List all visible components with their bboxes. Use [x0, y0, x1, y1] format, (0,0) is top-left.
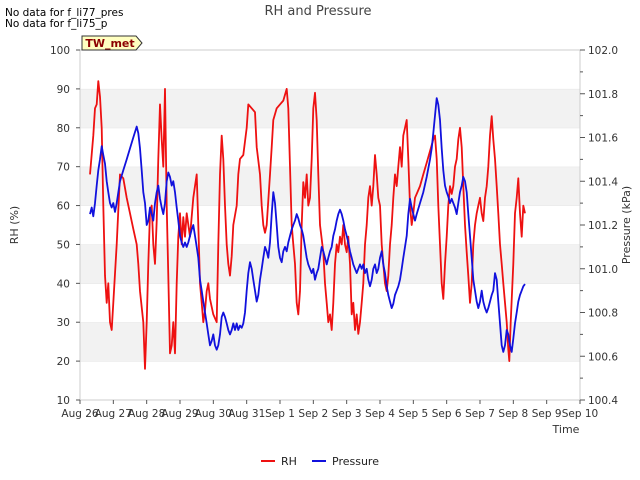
legend-label-pressure: Pressure	[332, 455, 379, 468]
y-tick-label: 70	[57, 162, 70, 174]
y2-tick-label: 101.0	[588, 264, 618, 276]
series-line-rh	[89, 80, 526, 370]
y-tick-label: 100	[50, 45, 70, 57]
y-tick-label: 10	[57, 395, 70, 407]
x-tick-label: Sep 3	[332, 408, 362, 420]
chart-title: RH and Pressure	[264, 4, 371, 19]
badge-label: TW_met	[85, 37, 134, 50]
x-tick-label: Sep 5	[398, 408, 428, 420]
y-axis-title: RH (%)	[8, 206, 21, 244]
grid-band	[80, 322, 580, 362]
x-tick-label: Sep 9	[532, 408, 562, 420]
y-tick-label: 50	[57, 239, 70, 251]
y2-tick-label: 101.6	[588, 133, 618, 145]
y-tick-label: 30	[57, 317, 70, 329]
x-tick-label: Sep 2	[298, 408, 328, 420]
no-data-note-2: No data for f_li75_p	[5, 18, 108, 30]
grid-band	[80, 127, 580, 167]
x-tick-label: Aug 26	[61, 408, 99, 420]
y2-tick-label: 101.2	[588, 220, 618, 232]
x-tick-label: Aug 30	[195, 408, 232, 420]
y-tick-label: 80	[57, 123, 70, 135]
grid-band	[80, 88, 580, 128]
y-tick-label: 40	[57, 278, 70, 290]
x-tick-label: Sep 1	[265, 408, 295, 420]
no-data-note-1: No data for f_li77_pres	[5, 7, 124, 19]
grid-band	[80, 50, 580, 89]
x-tick-label: Sep 6	[432, 408, 462, 420]
y-axis-right: 100.4 100.6 100.8 101.0 101.2 101.4 101.6 101.8…	[580, 45, 618, 407]
x-tick-label: Aug 27	[95, 408, 132, 420]
y-axis-left: 10 20 30 40 50 60 70 80 90 100	[50, 45, 80, 407]
y-tick-label: 90	[57, 84, 70, 96]
x-tick-label: Sep 8	[498, 408, 528, 420]
y2-tick-label: 100.6	[588, 351, 618, 363]
y2-tick-label: 100.8	[588, 308, 618, 320]
x-tick-label: Sep 7	[465, 408, 495, 420]
x-tick-label: Aug 31	[228, 408, 265, 420]
badge-shape	[81, 35, 143, 51]
y-tick-label: 20	[57, 356, 70, 368]
tw-met-badge: TW_met	[81, 35, 143, 51]
y-tick-label: 60	[57, 201, 70, 213]
x-tick-label: Sep 10	[562, 408, 599, 420]
y2-tick-label: 101.8	[588, 89, 618, 101]
y2-tick-label: 101.4	[588, 176, 618, 188]
x-axis-title: Time	[552, 423, 580, 436]
grid-band	[80, 361, 580, 400]
series-layer	[89, 80, 526, 370]
legend: RH Pressure	[261, 455, 379, 468]
legend-label-rh: RH	[281, 455, 297, 468]
y2-tick-label: 100.4	[588, 395, 618, 407]
y2-axis-title: Pressure (kPa)	[620, 186, 633, 264]
series-line-pressure	[89, 97, 526, 353]
x-tick-label: Sep 4	[365, 408, 395, 420]
x-tick-label: Aug 28	[128, 408, 165, 420]
x-tick-label: Aug 29	[161, 408, 198, 420]
y2-tick-label: 102.0	[588, 45, 618, 57]
